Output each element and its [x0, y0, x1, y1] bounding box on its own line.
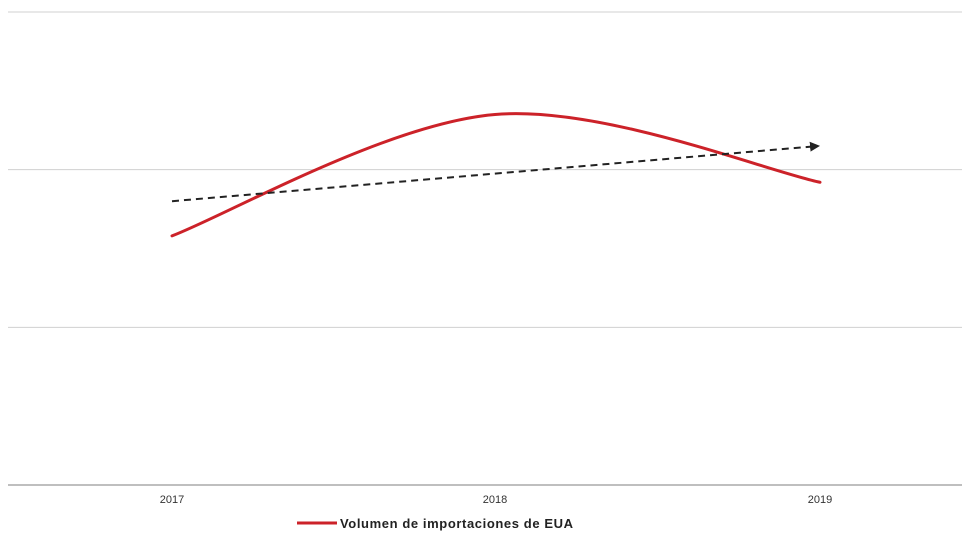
x-tick-label-2018: 2018 — [483, 494, 507, 506]
series-line-imports — [170, 112, 822, 238]
x-tick-label-2017: 2017 — [160, 494, 184, 506]
series-lines — [170, 112, 822, 238]
x-axis-ticks: 2017 2018 2019 — [160, 494, 832, 506]
legend: Volumen de importaciones de EUA — [297, 516, 574, 531]
legend-label-imports: Volumen de importaciones de EUA — [340, 516, 574, 531]
x-tick-label-2019: 2019 — [808, 494, 832, 506]
trend-arrow-line — [171, 141, 820, 203]
grid-lines — [8, 11, 962, 486]
